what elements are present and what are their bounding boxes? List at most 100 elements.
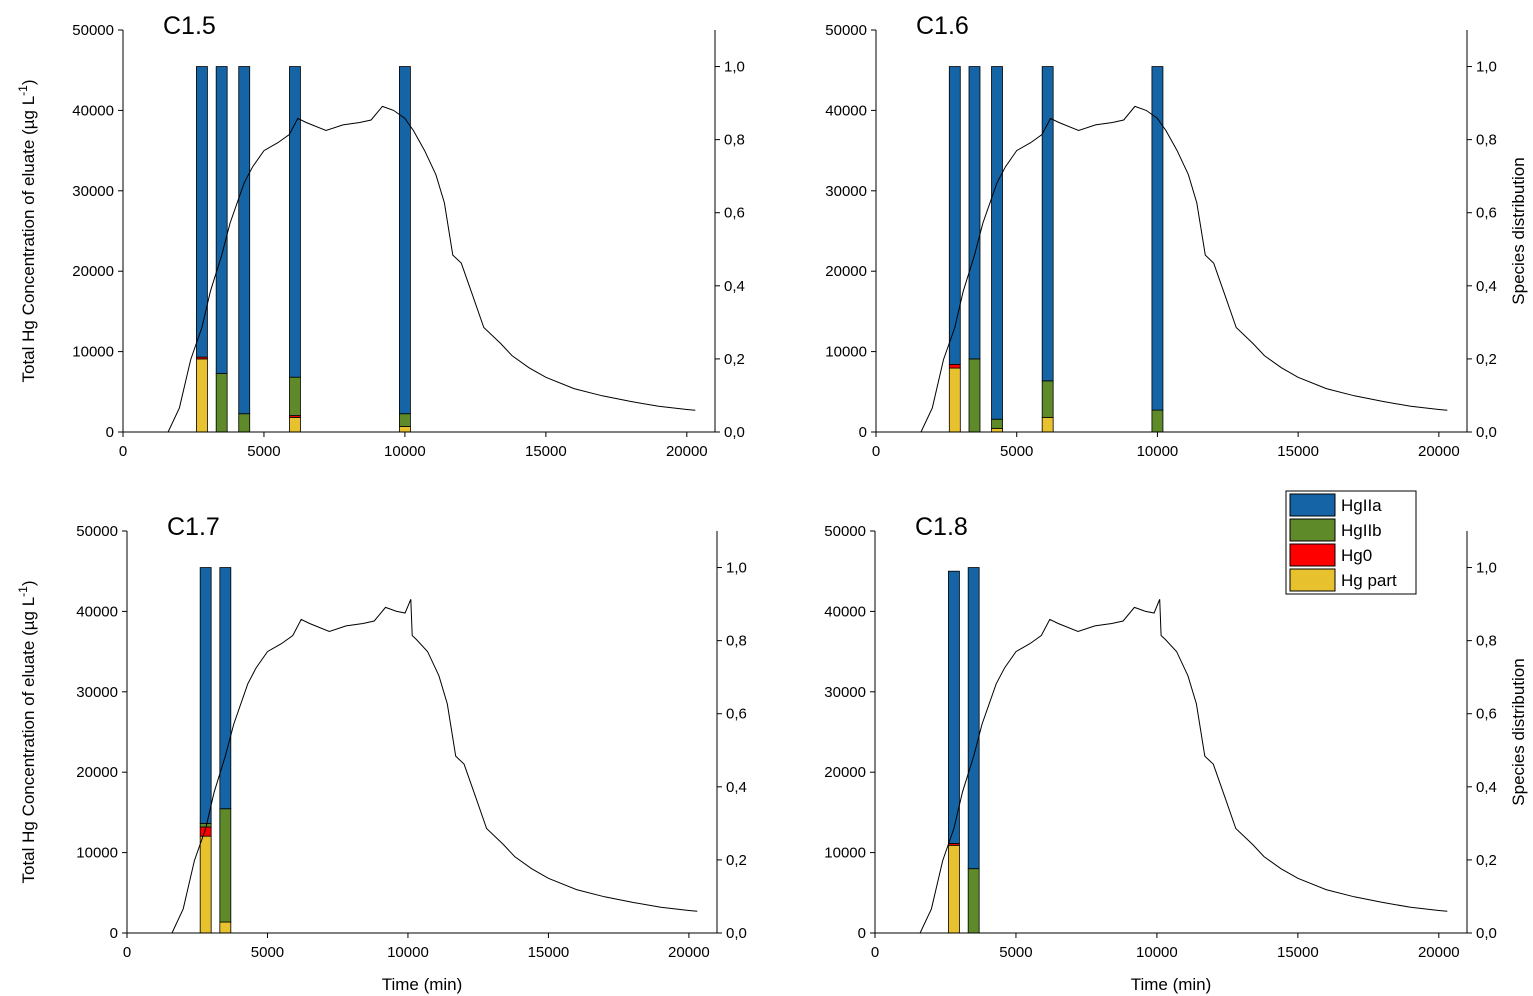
bar-segment-hgiia [238, 66, 251, 415]
stacked-bar [399, 66, 411, 433]
bar-segment-hgiia [199, 567, 212, 824]
bar-segment-hgiia [215, 66, 228, 374]
y-axis-title-main: Total Hg Concentration of eluate (µg L [19, 597, 38, 884]
y-tick-label: 0 [859, 424, 867, 441]
x-tick-label: 10000 [387, 944, 429, 961]
bar-segment-hgiia [948, 66, 961, 365]
stacked-bar [968, 66, 981, 433]
stacked-bar [991, 66, 1003, 433]
bar-segment-hgiia [967, 567, 980, 870]
legend-swatch [1289, 568, 1336, 592]
x-tick-label: 15000 [1277, 443, 1319, 460]
y2-tick-label: 1,0 [724, 59, 745, 76]
bar-segment-hgiib [968, 358, 981, 433]
concentration-line [920, 105, 1448, 433]
y-tick-label: 10000 [76, 845, 118, 862]
y-tick-label: 50000 [824, 523, 866, 540]
bar-segment-hg-part [399, 426, 411, 433]
y2-tick-label: 1,0 [1476, 59, 1497, 76]
y2-tick-label: 0,4 [1476, 779, 1497, 796]
bar-segment-hgiia [196, 66, 208, 358]
bar-segment-hgiib [967, 868, 980, 934]
y-axis-title-end: ) [19, 79, 38, 85]
y-tick-label: 10000 [72, 344, 114, 361]
x-tick-label: 5000 [1000, 443, 1033, 460]
y2-tick-label: 0,8 [1476, 633, 1497, 650]
x-tick-label: 5000 [999, 944, 1032, 961]
x-tick-label: 20000 [668, 944, 710, 961]
y2-tick-label: 0,6 [1476, 706, 1497, 723]
bar-segment-hg-part [948, 844, 960, 934]
panel-title: C1.8 [915, 513, 968, 541]
x-tick-label: 0 [872, 443, 880, 460]
y2-tick-label: 0,2 [726, 852, 747, 869]
chart-panel: 010000200003000040000500000,00,20,40,60,… [16, 12, 745, 460]
bar-segment-hgiia [991, 66, 1003, 420]
y2-tick-label: 0,8 [726, 633, 747, 650]
y-tick-label: 50000 [76, 523, 118, 540]
y-tick-label: 20000 [72, 263, 114, 280]
y-axis-title-end: ) [19, 580, 38, 586]
legend-label: HgIIa [1341, 496, 1382, 515]
stacked-bar [948, 570, 960, 934]
y-tick-label: 50000 [825, 22, 867, 39]
stacked-bar [219, 567, 232, 934]
chart-panel: 0 10000 20000 30000 40000 50000 0,0 0,2 0,4 0,6 0,… [824, 513, 1528, 994]
y2-tick-label: 0,4 [1476, 278, 1497, 295]
y2-tick-label: 1,0 [726, 560, 747, 577]
bar-segment-hgiib [991, 418, 1003, 429]
x-tick-label: 10000 [1137, 443, 1179, 460]
stacked-bar [289, 66, 301, 433]
x-tick-label: 20000 [666, 443, 708, 460]
legend-swatch [1289, 543, 1336, 567]
legend-label: Hg part [1341, 571, 1397, 590]
x-tick-label: 10000 [384, 443, 426, 460]
y2-tick-label: 0,2 [724, 351, 745, 368]
stacked-bar [196, 66, 208, 433]
legend: HgIIa HgIIb Hg0 Hg part [1285, 490, 1417, 595]
y2-tick-label: 0,0 [1476, 925, 1497, 942]
y-tick-label: 40000 [824, 603, 866, 620]
stacked-bar [1041, 66, 1054, 433]
y-axis-title-main: Total Hg Concentration of eluate (µg L [19, 96, 38, 383]
bar-segment-hgiib [219, 808, 232, 923]
y-tick-label: 30000 [824, 684, 866, 701]
y2-axis-title: Species distribution [1509, 157, 1528, 304]
panel-title: C1.6 [916, 12, 969, 40]
y-tick-label: 20000 [825, 263, 867, 280]
y-axis-title-sup: -1 [16, 586, 30, 597]
x-tick-label: 15000 [528, 944, 570, 961]
y-tick-label: 10000 [824, 845, 866, 862]
legend-label: HgIIb [1341, 521, 1382, 540]
bar-segment-hgiib [215, 373, 228, 433]
bar-segment-hgiia [948, 570, 960, 844]
bar-segment-hgiia [219, 567, 232, 810]
y2-tick-label: 0,8 [1476, 132, 1497, 149]
y-tick-label: 10000 [825, 344, 867, 361]
y2-tick-label: 0,4 [726, 779, 747, 796]
x-tick-label: 15000 [525, 443, 567, 460]
x-tick-label: 5000 [247, 443, 280, 460]
y2-tick-label: 0,0 [724, 424, 745, 441]
legend-label: Hg0 [1341, 546, 1372, 565]
x-tick-label: 20000 [1418, 944, 1460, 961]
bar-segment-hg-part [289, 416, 301, 433]
panel-title: C1.5 [163, 12, 216, 40]
bar-segment-hgiia [289, 66, 301, 378]
bar-segment-hg-part [196, 358, 208, 433]
y-tick-label: 0 [110, 925, 118, 942]
y2-axis-title: Species distribution [1509, 658, 1528, 805]
bar-segment-hgiia [1041, 66, 1054, 382]
y2-tick-label: 0,4 [724, 278, 745, 295]
bar-segment-hg-part [991, 427, 1003, 433]
y2-tick-label: 0,2 [1476, 852, 1497, 869]
y2-tick-label: 0,6 [726, 706, 747, 723]
bar-segment-hgiib [238, 413, 251, 433]
y2-tick-label: 0,6 [724, 205, 745, 222]
bar-segment-hg-part [1041, 416, 1054, 433]
concentration-line [919, 599, 1448, 934]
chart-panel: 010000200003000040000500000,00,20,40,60,… [825, 12, 1528, 460]
x-tick-label: 0 [123, 944, 131, 961]
y-tick-label: 0 [858, 925, 866, 942]
